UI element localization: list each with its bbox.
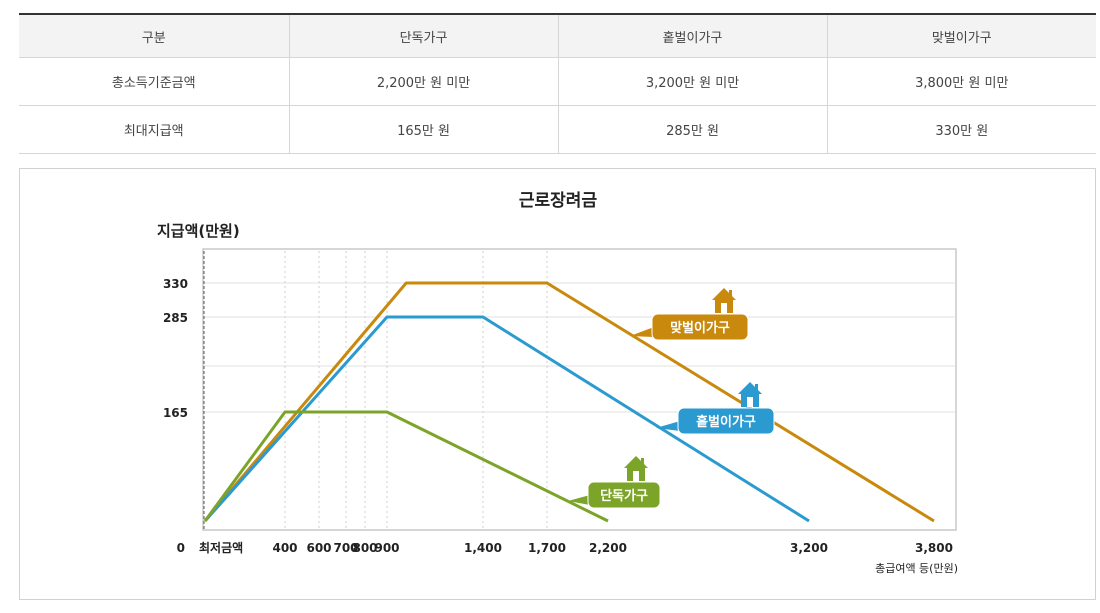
legend-label: 홑벌이가구: [696, 414, 756, 430]
legend-badge-dual: 맞벌이가구: [630, 288, 749, 341]
legend-badge-onewage: 홑벌이가구: [656, 382, 775, 435]
x-tick-label: 3,800: [915, 541, 953, 555]
x-tick-label: 1,700: [528, 541, 566, 555]
x-tick-label: 600: [306, 541, 331, 555]
table-header-cell: 홑벌이가구: [558, 14, 828, 58]
table-cell: 165만 원: [289, 105, 559, 154]
min-wage-label: 최저금액: [199, 540, 243, 555]
x-tick-label: 700: [333, 541, 358, 555]
y-tick-label: 330: [163, 277, 188, 291]
table-header-cell: 구분: [19, 14, 290, 58]
table-cell: 총소득기준금액: [19, 57, 290, 106]
table-header-cell: 맞벌이가구: [827, 14, 1096, 58]
y-tick-label: 0: [177, 541, 185, 555]
chart-title: 근로장려금: [519, 191, 598, 211]
table-row: 최대지급액 165만 원 285만 원 330만 원: [19, 105, 1096, 154]
house-icon: [738, 382, 762, 407]
legend-label: 맞벌이가구: [670, 320, 730, 336]
x-axis-label: 총급여액 등(만원): [875, 562, 958, 575]
house-icon: [624, 456, 648, 481]
house-icon: [712, 288, 736, 313]
badge-pointer: [568, 495, 590, 505]
table-row: 총소득기준금액 2,200만 원 미만 3,200만 원 미만 3,800만 원…: [19, 57, 1096, 106]
benefit-table: 구분 단독가구 홑벌이가구 맞벌이가구 총소득기준금액 2,200만 원 미만 …: [19, 13, 1096, 154]
y-tick-label: 165: [163, 406, 188, 420]
legend-label: 단독가구: [600, 488, 648, 504]
badge-pointer: [656, 421, 680, 431]
x-tick-label: 800: [352, 541, 377, 555]
x-tick-label: 400: [272, 541, 297, 555]
plot-area: [202, 248, 957, 531]
series-line-onewage: [203, 315, 810, 523]
badge-pointer: [630, 327, 654, 337]
badge-box: [677, 407, 775, 435]
legend-badge-single: 단독가구: [568, 456, 661, 509]
x-tick-label: 900: [374, 541, 399, 555]
table-cell: 3,800만 원 미만: [827, 57, 1096, 106]
badge-box: [587, 481, 661, 509]
table-cell: 330만 원: [827, 105, 1096, 154]
table-cell: 2,200만 원 미만: [289, 57, 559, 106]
table-cell: 최대지급액: [19, 105, 290, 154]
table-cell: 3,200만 원 미만: [558, 57, 828, 106]
y-tick-label: 285: [163, 311, 188, 325]
y-axis-label: 지급액(만원): [157, 222, 240, 240]
series-line-dual: [203, 281, 935, 523]
x-tick-label: 1,400: [464, 541, 502, 555]
x-tick-label: 3,200: [790, 541, 828, 555]
table-header-row: 구분 단독가구 홑벌이가구 맞벌이가구: [19, 14, 1096, 58]
table-header-cell: 단독가구: [289, 14, 559, 58]
chart-panel: 근로장려금 지급액(만원) 0 165 285 330 400 600 700 800 900 1…: [19, 168, 1096, 600]
badge-box: [651, 313, 749, 341]
series-line-single: [203, 410, 609, 523]
table-cell: 285만 원: [558, 105, 828, 154]
x-tick-label: 2,200: [589, 541, 627, 555]
